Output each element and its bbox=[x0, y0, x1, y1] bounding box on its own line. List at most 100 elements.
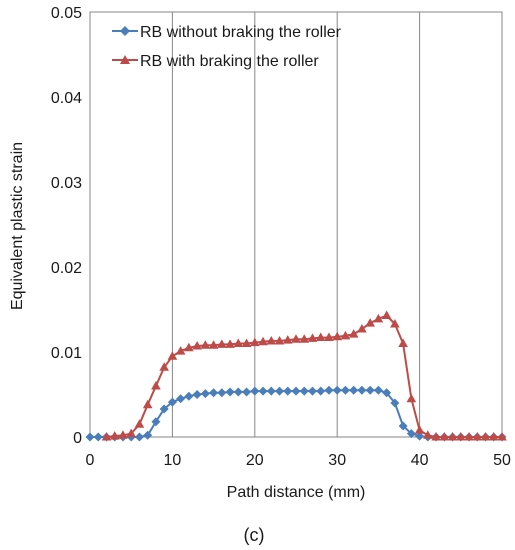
data-point bbox=[184, 342, 194, 352]
data-point bbox=[233, 338, 244, 347]
data-point bbox=[472, 432, 483, 441]
data-point bbox=[266, 386, 276, 396]
data-point bbox=[398, 421, 408, 431]
data-point bbox=[151, 381, 161, 390]
data-point bbox=[406, 393, 417, 403]
data-point bbox=[167, 397, 177, 407]
data-point bbox=[332, 331, 342, 341]
data-point bbox=[464, 432, 474, 441]
series-layer bbox=[85, 310, 507, 442]
data-point bbox=[184, 391, 194, 401]
y-tick-label: 0.04 bbox=[51, 90, 82, 107]
x-tick-label: 30 bbox=[328, 452, 346, 469]
y-tick-label: 0.02 bbox=[51, 260, 82, 277]
data-point bbox=[316, 386, 326, 396]
data-point bbox=[291, 334, 301, 343]
x-tick-label: 50 bbox=[493, 452, 511, 469]
data-point bbox=[134, 432, 144, 442]
data-point bbox=[373, 385, 383, 395]
legend: RB without braking the roller RB with br… bbox=[112, 24, 342, 70]
data-point bbox=[423, 430, 433, 439]
figure-caption: (c) bbox=[244, 525, 265, 545]
data-point bbox=[217, 339, 227, 348]
data-point bbox=[192, 390, 202, 399]
data-point bbox=[142, 399, 153, 409]
data-point bbox=[373, 313, 384, 323]
data-point bbox=[266, 335, 277, 345]
data-point bbox=[488, 432, 499, 441]
data-point bbox=[126, 428, 136, 438]
gridlines bbox=[171, 12, 421, 437]
data-point bbox=[357, 385, 367, 395]
data-point bbox=[381, 310, 392, 319]
data-point bbox=[200, 389, 210, 399]
legend-marker-diamond bbox=[120, 26, 130, 36]
data-point bbox=[167, 351, 178, 360]
data-point bbox=[250, 386, 260, 396]
data-point bbox=[93, 432, 103, 442]
data-point bbox=[159, 404, 169, 414]
data-point bbox=[233, 387, 243, 397]
data-point bbox=[217, 388, 227, 398]
data-point bbox=[274, 335, 285, 345]
data-point bbox=[291, 386, 301, 396]
data-point bbox=[365, 318, 375, 327]
data-point bbox=[299, 334, 310, 343]
data-point bbox=[85, 432, 95, 442]
data-point bbox=[439, 432, 450, 441]
data-point bbox=[307, 333, 318, 342]
data-point bbox=[283, 386, 293, 396]
data-point bbox=[315, 332, 326, 342]
data-point bbox=[348, 329, 359, 338]
data-point bbox=[225, 339, 235, 348]
data-point bbox=[109, 431, 120, 440]
y-tick-label: 0.03 bbox=[51, 175, 82, 192]
data-point bbox=[382, 388, 392, 398]
data-point bbox=[390, 318, 400, 328]
data-point bbox=[414, 425, 425, 434]
data-point bbox=[406, 429, 416, 439]
data-point bbox=[365, 385, 375, 395]
data-point bbox=[456, 432, 466, 441]
data-point bbox=[134, 419, 145, 428]
data-point bbox=[101, 432, 112, 441]
x-tick-label: 40 bbox=[411, 452, 429, 469]
data-point bbox=[332, 385, 342, 395]
data-point bbox=[118, 430, 128, 439]
y-tick-label: 0 bbox=[73, 430, 82, 447]
data-point bbox=[415, 431, 425, 441]
data-point bbox=[307, 386, 317, 396]
data-point bbox=[431, 432, 441, 441]
y-tick-label: 0.05 bbox=[51, 5, 82, 22]
legend-label-series-1: RB without braking the roller bbox=[140, 24, 342, 41]
series-2 bbox=[101, 310, 507, 441]
data-point bbox=[349, 385, 359, 395]
data-point bbox=[480, 432, 491, 441]
data-point bbox=[151, 417, 161, 427]
data-point bbox=[299, 386, 309, 396]
legend-marker-triangle bbox=[120, 55, 130, 64]
data-point bbox=[447, 432, 458, 441]
data-point bbox=[357, 324, 367, 333]
y-tick-label: 0.01 bbox=[51, 345, 82, 362]
data-point bbox=[242, 387, 252, 397]
data-point bbox=[497, 432, 507, 441]
data-point bbox=[282, 335, 293, 344]
data-point bbox=[340, 330, 351, 340]
data-point bbox=[258, 386, 268, 396]
plot-area bbox=[90, 12, 502, 437]
data-point bbox=[175, 346, 186, 355]
data-point bbox=[390, 398, 400, 408]
data-point bbox=[324, 332, 334, 342]
data-point bbox=[159, 362, 169, 371]
data-point bbox=[225, 387, 235, 397]
x-tick-label: 0 bbox=[86, 452, 95, 469]
y-axis-title: Equivalent plastic strain bbox=[9, 142, 26, 310]
legend-label-series-2: RB with braking the roller bbox=[140, 53, 319, 70]
x-axis-title: Path distance (mm) bbox=[227, 484, 366, 501]
data-point bbox=[275, 386, 285, 396]
data-point bbox=[143, 430, 153, 440]
x-tick-label: 20 bbox=[246, 452, 264, 469]
